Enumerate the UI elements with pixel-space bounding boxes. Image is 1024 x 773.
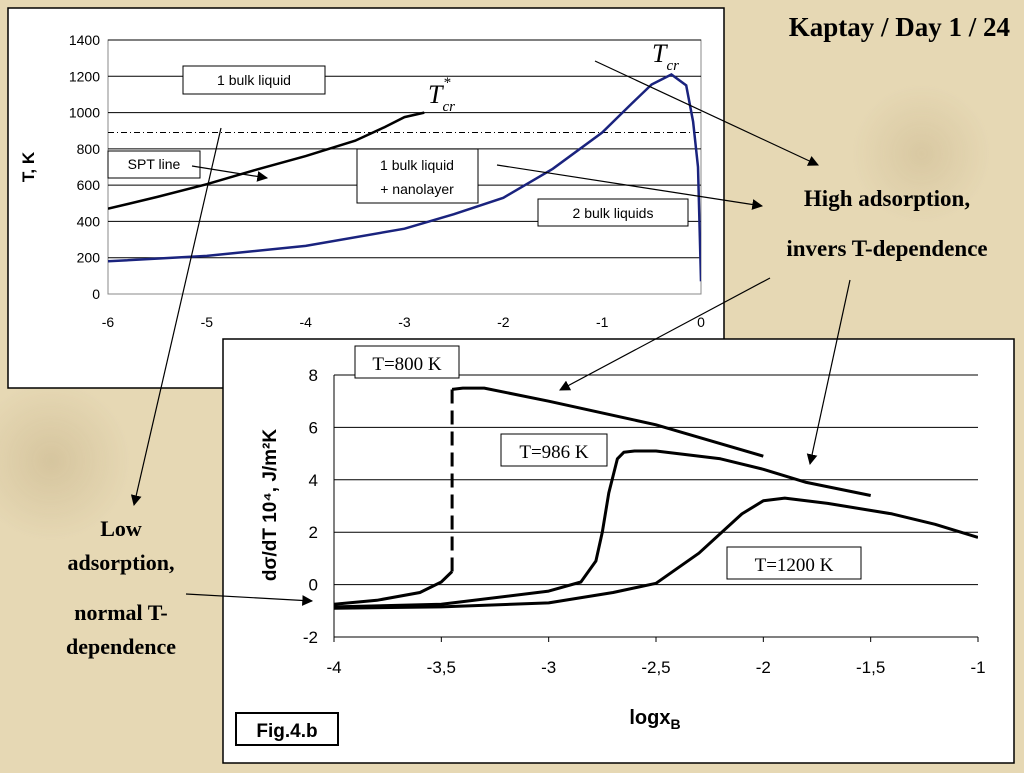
svg-text:T=986 K: T=986 K bbox=[519, 442, 589, 463]
bottom-x-axis-label: logxB bbox=[629, 707, 680, 732]
top-x-tick-labels: -6 -5 -4 -3 -2 -1 0 bbox=[102, 314, 705, 330]
series-line-2 bbox=[334, 496, 978, 610]
svg-text:adsorption,: adsorption, bbox=[68, 550, 175, 575]
tcr-star-label: Tcr* bbox=[428, 75, 455, 115]
slide-title: Kaptay / Day 1 / 24 bbox=[789, 12, 1010, 42]
series-label-986: T=986 K bbox=[500, 433, 608, 467]
arrow-spt-to-curve bbox=[191, 165, 269, 182]
svg-text:dependence: dependence bbox=[66, 634, 176, 659]
bottom-y-tick: 8 bbox=[309, 366, 318, 385]
bottom-series-lines bbox=[334, 386, 978, 610]
top-y-tick: 400 bbox=[77, 213, 101, 229]
top-y-tick: 600 bbox=[77, 177, 101, 193]
top-x-tick: -1 bbox=[596, 314, 609, 330]
svg-text:Fig.4.b: Fig.4.b bbox=[256, 721, 317, 742]
bottom-x-tick: -1 bbox=[970, 658, 985, 677]
series-line-1 bbox=[334, 449, 871, 609]
bottom-chart-frame bbox=[222, 338, 1015, 764]
label-2-bulk-liquids: 2 bulk liquids bbox=[537, 198, 689, 227]
top-x-tick: 0 bbox=[697, 314, 705, 330]
bottom-y-tick: 0 bbox=[309, 576, 318, 595]
low-adsorption-note: Low adsorption, normal T- dependence bbox=[66, 516, 176, 659]
bottom-x-tick: -1,5 bbox=[856, 658, 885, 677]
top-x-tick: -6 bbox=[102, 314, 115, 330]
top-y-tick: 200 bbox=[77, 250, 101, 266]
bottom-x-tick: -4 bbox=[326, 658, 341, 677]
tcr-label: Tcr bbox=[652, 39, 679, 74]
top-y-tick: 0 bbox=[92, 286, 100, 302]
top-x-tick: -3 bbox=[398, 314, 411, 330]
annotation-arrows bbox=[130, 60, 851, 606]
arrow-low-to-curves bbox=[185, 593, 314, 606]
arrow-high-to-800 bbox=[559, 277, 771, 391]
high-adsorption-note: High adsorption, invers T-dependence bbox=[786, 186, 987, 261]
series-800-low-part bbox=[334, 570, 454, 606]
arrow-tcr-to-high bbox=[594, 60, 819, 166]
top-y-tick-labels: 0 200 400 600 800 1000 1200 1400 bbox=[69, 32, 100, 302]
series-800-high-part bbox=[451, 386, 764, 458]
bottom-y-tick: 4 bbox=[309, 471, 318, 490]
label-bulk-plus-nanolayer: 1 bulk liquid + nanolayer bbox=[356, 148, 479, 204]
top-y-axis-label: T, K bbox=[19, 151, 38, 182]
svg-text:normal T-: normal T- bbox=[74, 600, 168, 625]
bottom-x-tick: -2 bbox=[756, 658, 771, 677]
svg-text:T=800 K: T=800 K bbox=[372, 354, 442, 375]
svg-text:Low: Low bbox=[100, 516, 142, 541]
arrow-high-to-986 bbox=[806, 279, 851, 466]
bottom-chart: -2 0 2 4 6 8 -4 -3,5 -3 -2,5 -2 -1,5 -1 dσ/dT 10⁴, … bbox=[222, 338, 1015, 764]
top-y-tick: 800 bbox=[77, 141, 101, 157]
bottom-y-tick: 2 bbox=[309, 523, 318, 542]
svg-text:1 bulk liquid: 1 bulk liquid bbox=[380, 157, 454, 173]
label-1-bulk-liquid: 1 bulk liquid bbox=[182, 65, 326, 95]
top-x-tick: -5 bbox=[201, 314, 214, 330]
bottom-y-axis-label: dσ/dT 10⁴, J/m²K bbox=[260, 429, 281, 582]
svg-text:2 bulk liquids: 2 bulk liquids bbox=[573, 205, 654, 221]
svg-text:T=1200 K: T=1200 K bbox=[755, 555, 834, 576]
bottom-x-tick: -3,5 bbox=[427, 658, 456, 677]
arrow-to-low-adsorption bbox=[130, 127, 222, 507]
top-x-tick: -2 bbox=[497, 314, 510, 330]
svg-text:invers T-dependence: invers T-dependence bbox=[786, 236, 987, 261]
svg-text:1 bulk liquid: 1 bulk liquid bbox=[217, 72, 291, 88]
bottom-y-tick: -2 bbox=[303, 628, 318, 647]
bottom-x-tick: -3 bbox=[541, 658, 556, 677]
spt-line-curve bbox=[108, 111, 425, 210]
svg-text:+ nanolayer: + nanolayer bbox=[380, 181, 454, 197]
top-x-tick: -4 bbox=[299, 314, 312, 330]
top-y-tick: 1400 bbox=[69, 32, 100, 48]
svg-text:High adsorption,: High adsorption, bbox=[804, 186, 970, 211]
top-y-tick: 1200 bbox=[69, 68, 100, 84]
top-chart: 0 200 400 600 800 1000 1200 1400 -6 -5 -4 -3 -2 -1 0 … bbox=[7, 7, 725, 389]
bottom-x-tick-labels: -4 -3,5 -3 -2,5 -2 -1,5 -1 bbox=[326, 637, 986, 677]
binodal-curve bbox=[108, 73, 701, 282]
bottom-y-tick-labels: -2 0 2 4 6 8 bbox=[303, 366, 318, 647]
series-label-800: T=800 K bbox=[354, 345, 460, 379]
bottom-y-tick: 6 bbox=[309, 418, 318, 437]
fig-label: Fig.4.b bbox=[235, 712, 339, 746]
svg-text:SPT line: SPT line bbox=[128, 156, 181, 172]
top-y-tick: 1000 bbox=[69, 105, 100, 121]
bottom-x-tick: -2,5 bbox=[641, 658, 670, 677]
series-label-1200: T=1200 K bbox=[726, 546, 862, 580]
arrow-nanolayer-to-high bbox=[496, 164, 764, 210]
label-spt-line: SPT line bbox=[107, 150, 201, 179]
